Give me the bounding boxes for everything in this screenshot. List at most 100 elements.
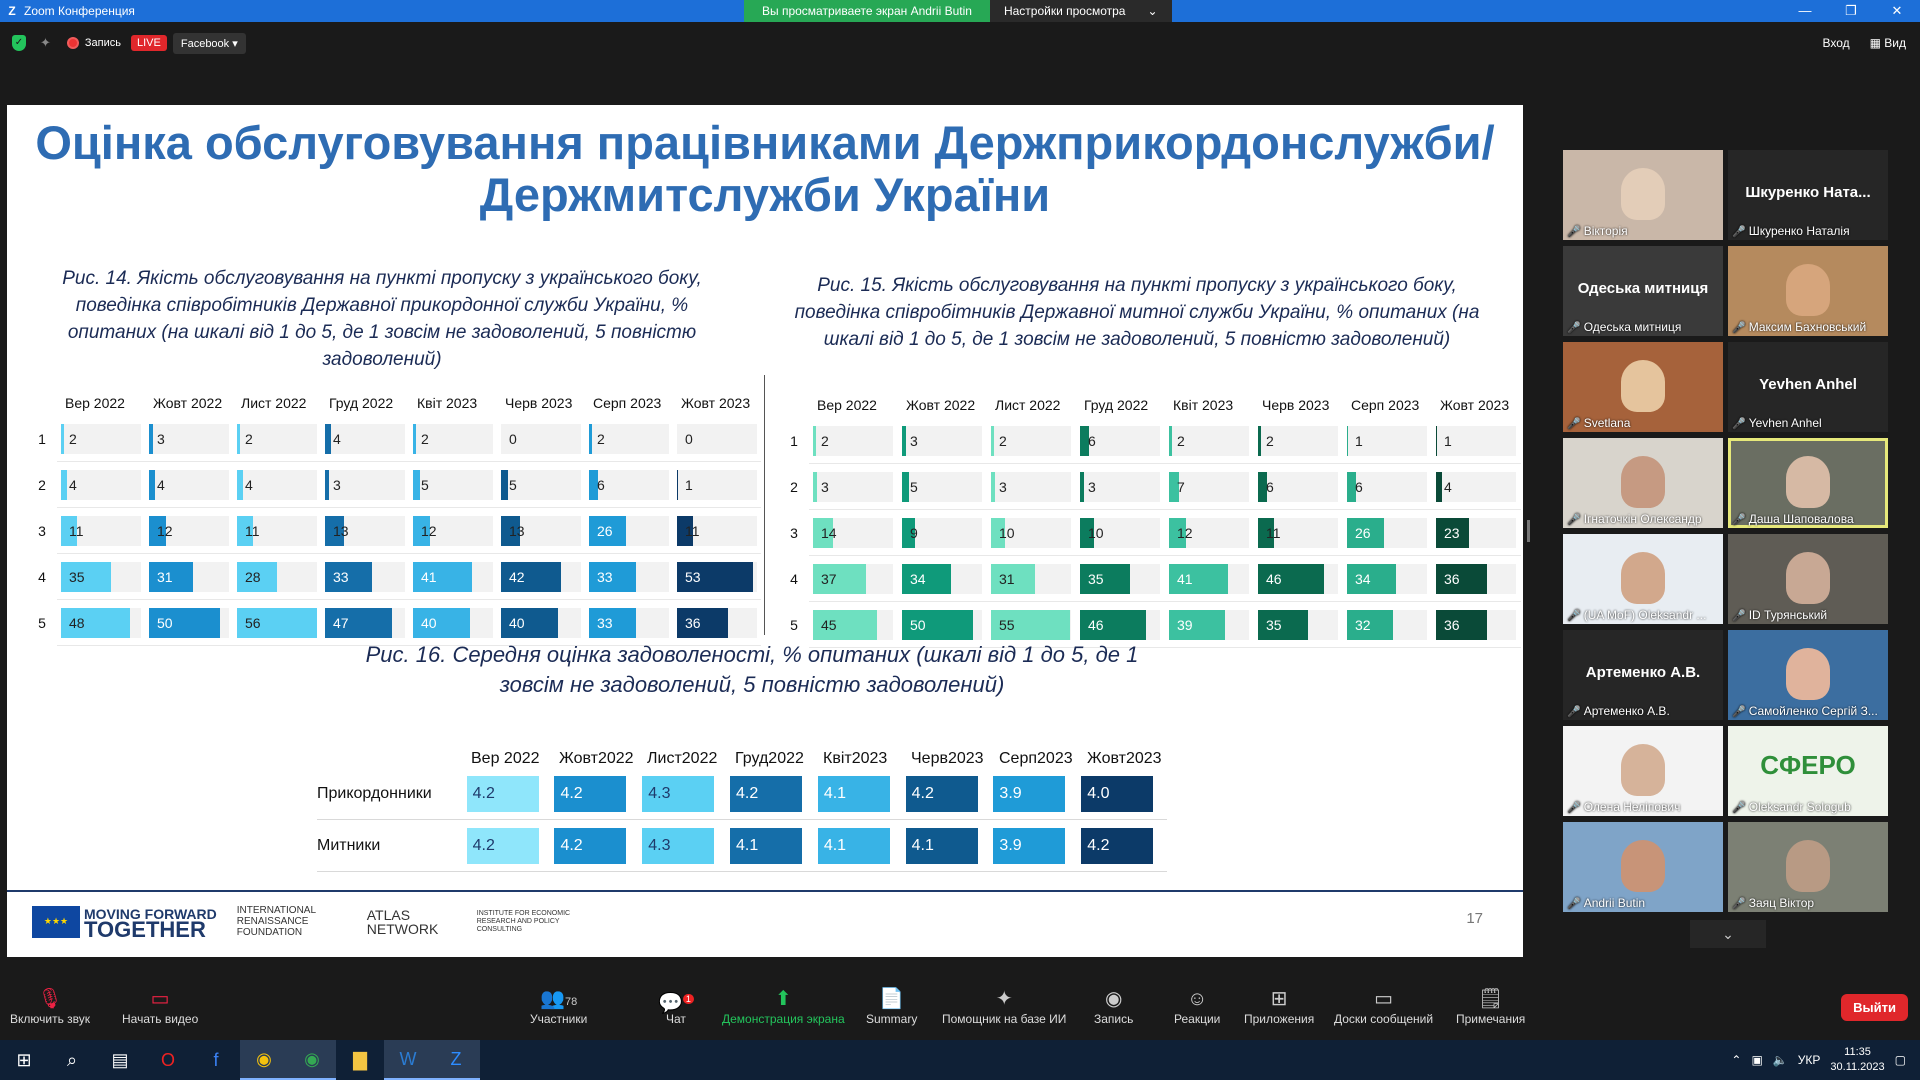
participant-tile[interactable]: 🎤 Максим Бахновський	[1728, 246, 1888, 336]
close-button[interactable]: ✕	[1891, 3, 1903, 18]
participant-name: Svetlana	[1583, 416, 1631, 430]
cell-track: 31	[991, 563, 1071, 594]
unmute-button[interactable]: 🎙 Включить звук	[10, 986, 90, 1026]
data-label: 28	[245, 568, 261, 585]
language-indicator[interactable]: УКР	[1797, 1053, 1821, 1067]
data-label: 2	[69, 430, 77, 447]
record-label[interactable]: Запись	[84, 37, 121, 49]
data-bar	[1436, 517, 1469, 548]
grid-icon: ▦	[1869, 36, 1885, 50]
summary-button[interactable]: 📄 Summary	[866, 986, 917, 1026]
maximize-button[interactable]: ❐	[1845, 3, 1857, 18]
participant-tile[interactable]: Артеменко А.В. 🎤 Артеменко А.В.	[1563, 630, 1723, 720]
topbar-right: Вход ▦ Вид	[1822, 22, 1906, 64]
table-cell: 4.0	[1079, 775, 1167, 812]
data-bar	[501, 515, 520, 546]
cell-track: 12	[149, 515, 229, 546]
network-icon[interactable]: ▣	[1751, 1053, 1763, 1067]
live-badge[interactable]: LIVE	[131, 35, 167, 51]
zoom-icon[interactable]: Z	[432, 1040, 480, 1080]
participant-tile[interactable]: СФЕРО 🎤 Oleksandr Sologub	[1728, 726, 1888, 816]
column-header-line2: 2023	[1037, 750, 1073, 767]
record-button[interactable]: ◉ Запись	[1094, 986, 1133, 1026]
volume-icon[interactable]: 🔈	[1772, 1053, 1788, 1067]
participant-tile[interactable]: 🎤 Даша Шаповалова	[1728, 438, 1888, 528]
data-label: 13	[509, 522, 525, 539]
cell-track: 2	[61, 423, 141, 454]
notes-button[interactable]: 🗒 Примечания	[1456, 986, 1525, 1026]
view-button[interactable]: ▦ Вид	[1870, 36, 1906, 50]
participant-tile[interactable]: Шкуренко Ната... 🎤 Шкуренко Наталія	[1728, 150, 1888, 240]
participant-tile[interactable]: 🎤 Svetlana	[1563, 342, 1723, 432]
mic-muted-icon: 🎤	[1567, 705, 1581, 718]
participant-tile[interactable]: 🎤 Andrii Butin	[1563, 822, 1723, 912]
data-label: 12	[1177, 524, 1193, 541]
cell-track: 11	[61, 515, 141, 546]
cell-track: 53	[677, 561, 757, 592]
notifications-icon[interactable]: ▢	[1894, 1053, 1906, 1067]
row-label: 5	[790, 617, 798, 633]
whiteboards-button[interactable]: ▭ Доски сообщений	[1334, 986, 1433, 1026]
notes-icon: 🗒	[1477, 988, 1504, 1010]
participant-tile[interactable]: 🎤 Вікторія	[1563, 150, 1723, 240]
data-label: 1	[1444, 432, 1452, 449]
participant-tile[interactable]: Одеська митниця 🎤 Одеська митниця	[1563, 246, 1723, 336]
data-bar	[677, 561, 753, 592]
reactions-button[interactable]: ☺ Реакции	[1174, 986, 1220, 1026]
data-label: 33	[597, 614, 613, 631]
data-bar	[149, 561, 194, 592]
view-settings-button[interactable]: Настройки просмотра ⌄	[989, 0, 1172, 22]
windows-start-icon[interactable]: ⊞	[16, 1049, 32, 1070]
apps-button[interactable]: ⊞ Приложения	[1244, 986, 1314, 1026]
participant-name: Вікторія	[1583, 224, 1628, 238]
spark-icon[interactable]: ✦	[40, 35, 51, 50]
cell-track: 42	[501, 561, 581, 592]
chevron-down-icon: ⌄	[1147, 4, 1158, 18]
participant-tile[interactable]: 🎤 Заяц Віктор	[1728, 822, 1888, 912]
viewing-share-label: Вы просматриваете экран Andrii Butin	[744, 0, 990, 22]
clock[interactable]: 11:35 30.11.2023	[1830, 1045, 1884, 1075]
gallery-next-button[interactable]: ⌄	[1690, 920, 1766, 948]
chrome-profile-icon[interactable]: ◉	[288, 1040, 336, 1080]
participant-tile[interactable]: Yevhen Anhel 🎤 Yevhen Anhel	[1728, 342, 1888, 432]
security-shield-icon[interactable]: ✓	[12, 35, 26, 51]
participant-name: Andrii Butin	[1583, 896, 1646, 910]
tray-chevron-icon[interactable]: ⌃	[1731, 1053, 1742, 1067]
data-label: 23	[1444, 524, 1460, 541]
chat-button[interactable]: 💬 1 Чат	[658, 986, 694, 1026]
table-cell: 9	[898, 510, 987, 556]
minimize-button[interactable]: —	[1798, 3, 1812, 18]
opera-icon[interactable]: O	[160, 1049, 175, 1070]
ai-assistant-button[interactable]: ✦ Помощник на базе ИИ	[942, 986, 1066, 1026]
data-label: 4	[333, 430, 341, 447]
search-icon[interactable]: ⌕	[66, 1049, 78, 1070]
enter-button[interactable]: Вход	[1822, 36, 1850, 50]
file-explorer-icon[interactable]: ▇	[353, 1049, 367, 1070]
chrome-icon[interactable]: ◉	[240, 1040, 288, 1080]
participant-tile[interactable]: 🎤 ID Турянський	[1728, 534, 1888, 624]
share-screen-button[interactable]: ⬆ Демонстрация экрана	[722, 986, 845, 1026]
facebook-icon[interactable]: f	[213, 1049, 219, 1070]
data-bar: 4.2	[905, 775, 978, 812]
data-label: 35	[69, 568, 85, 585]
participant-tile[interactable]: 🎤 Олена Неліпович	[1563, 726, 1723, 816]
table-cell: 23	[1432, 510, 1521, 556]
participant-tile[interactable]: 🎤 (UA MoF) Oleksandr ...	[1563, 534, 1723, 624]
leave-button[interactable]: Выйти	[1841, 994, 1908, 1021]
table-cell: 28	[233, 554, 321, 600]
cell-track: 2	[991, 425, 1071, 456]
word-icon[interactable]: W	[384, 1040, 432, 1080]
start-video-button[interactable]: ▭ Начать видео	[122, 986, 198, 1026]
cell-track: 41	[1169, 563, 1249, 594]
cell-track: 4	[237, 469, 317, 500]
data-label: 3	[157, 430, 165, 447]
fig16-caption: Рис. 16. Середня оцінка задоволеності, %…	[365, 642, 1139, 697]
participant-tile[interactable]: 🎤 Самойленко Сергій З...	[1728, 630, 1888, 720]
splitter-handle[interactable]	[1527, 520, 1530, 542]
column-header-line1: Серп	[999, 750, 1038, 767]
participants-button[interactable]: 👥78 Участники	[530, 986, 587, 1026]
task-view-icon[interactable]: ▤	[111, 1049, 129, 1070]
participant-tile[interactable]: 🎤 Ігнаточкін Олександр	[1563, 438, 1723, 528]
facebook-dropdown[interactable]: Facebook ▾	[172, 32, 246, 54]
table-cell: 4.2	[1079, 827, 1167, 864]
